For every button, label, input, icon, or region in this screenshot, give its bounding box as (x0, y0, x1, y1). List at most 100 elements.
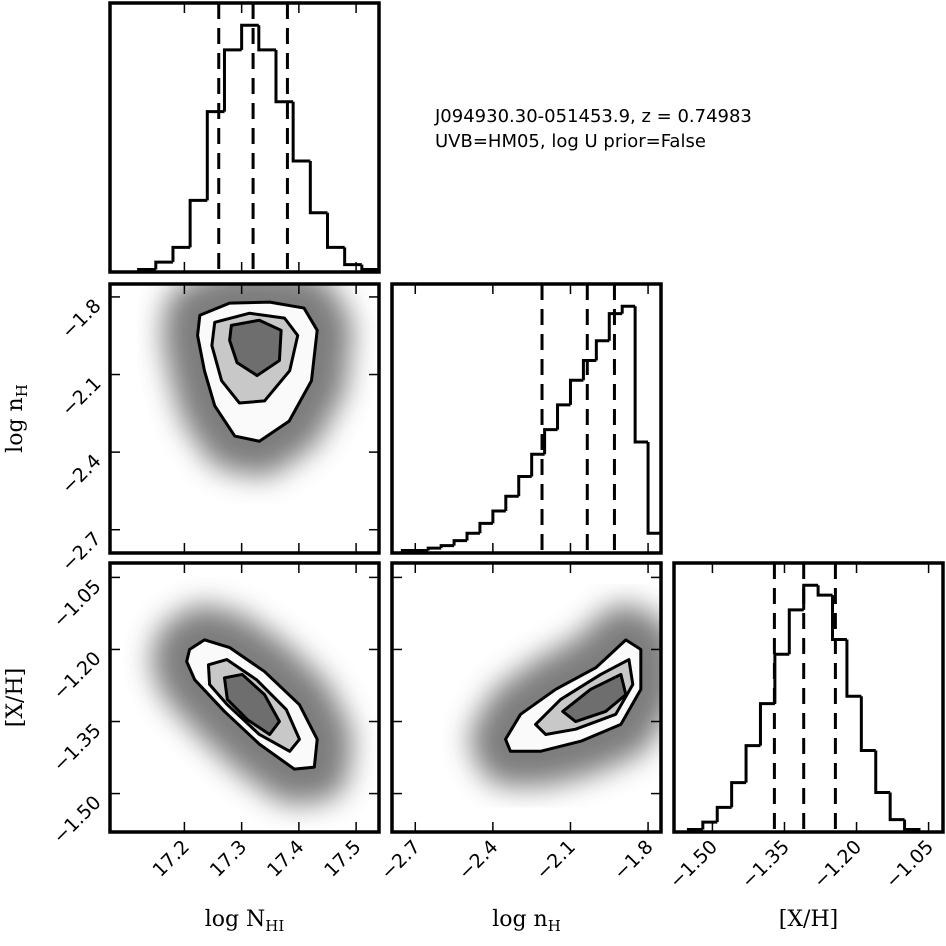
histogram-step (773, 652, 790, 704)
y-tick-label: −1.50 (49, 792, 106, 849)
panel-frame (108, 1, 381, 274)
histogram-step (465, 531, 480, 541)
histogram-step (222, 48, 242, 112)
panel: −2.7 −2.4 −2.1 −1.8 (377, 561, 663, 884)
y-tick-label: −1.35 (49, 719, 106, 776)
panel-content (470, 604, 661, 787)
histogram-step (478, 521, 493, 534)
y-axis-label: log nH (3, 384, 31, 453)
histogram-step (530, 452, 545, 477)
histogram-step (787, 608, 804, 655)
histogram-step (291, 101, 311, 163)
histogram-step (581, 359, 597, 381)
x-tick-label: −1.05 (881, 836, 938, 893)
histogram-step (874, 750, 891, 795)
x-tick-label: −1.20 (809, 836, 866, 893)
histogram-step (646, 441, 661, 553)
x-axis-label: [X/H] (779, 907, 838, 932)
histogram-step (701, 820, 718, 830)
histogram-step (620, 304, 636, 314)
panel: −2.7 −2.4 −2.1 −1.8 (57, 282, 381, 576)
histogram-step (240, 23, 259, 50)
y-tick-label: −1.8 (57, 295, 105, 343)
histogram-step (594, 339, 610, 361)
y-tick-label: −2.1 (57, 373, 105, 421)
x-axis-label: log nH (492, 907, 561, 935)
panel-frame (672, 561, 945, 834)
y-tick-label: −1.05 (49, 575, 106, 632)
histogram-step (188, 198, 208, 248)
histogram-step (802, 583, 819, 610)
histogram-step (426, 546, 442, 551)
panel (390, 282, 663, 555)
histogram-step (758, 702, 775, 746)
panel-content (137, 3, 379, 272)
panel-content (400, 284, 661, 553)
label-sub: H (548, 917, 561, 935)
panel-frame (108, 282, 381, 555)
x-tick-label: −2.4 (454, 836, 502, 884)
annotation-line: UVB=HM05, log U prior=False (435, 131, 706, 152)
y-axis-label: [X/H] (3, 668, 28, 727)
panel-content (162, 284, 353, 477)
panel-frame (108, 561, 381, 834)
histogram-step (888, 792, 905, 822)
panel: −1.50 −1.35 −1.20 −1.05 (665, 561, 945, 893)
label-main: log N (205, 907, 266, 932)
histogram-step (154, 260, 173, 270)
histogram-step (171, 245, 191, 263)
histogram-step (439, 544, 455, 549)
histogram-step (491, 509, 506, 524)
panel: 17.2 17.3 17.4 17.5 −1.50 −1.35 −1.20 −1.05 (49, 561, 381, 881)
histogram-step (744, 744, 761, 783)
label-sub: H (13, 384, 31, 397)
x-tick-label: −1.8 (609, 836, 657, 884)
histogram-step (274, 49, 294, 104)
y-tick-label: −1.20 (49, 647, 106, 704)
histogram-step (633, 306, 649, 444)
x-tick-label: −1.35 (737, 836, 794, 893)
annotation-line: J094930.30-051453.9, z = 0.74983 (434, 106, 752, 127)
y-tick-label: −2.7 (57, 528, 105, 576)
label-main: log n (492, 907, 548, 932)
histogram-step (452, 539, 468, 546)
histogram-step (257, 25, 276, 52)
histogram-step (568, 378, 584, 405)
histogram-step (831, 595, 847, 642)
contour-level (228, 318, 283, 378)
label-main: [X/H] (779, 907, 838, 932)
histogram-step (556, 403, 571, 430)
histogram-step (205, 110, 225, 201)
x-tick-label: −2.7 (377, 836, 425, 884)
panel-frame (390, 282, 663, 555)
contour-level (222, 672, 281, 736)
histogram-step (859, 696, 876, 753)
label-sub: HI (265, 917, 284, 935)
x-axis-label: log NHI (205, 907, 285, 935)
x-tick-label: 17.5 (320, 836, 365, 881)
histogram-step (517, 474, 532, 497)
histogram-step (308, 160, 328, 215)
histogram-step (543, 428, 558, 455)
x-tick-label: −1.50 (665, 836, 722, 893)
y-tick-label: −2.4 (57, 450, 105, 498)
panel (108, 1, 381, 274)
panel-content (686, 563, 921, 832)
contour-level (561, 672, 628, 724)
panel-content (151, 604, 353, 805)
histogram-step (715, 805, 732, 823)
panel-frame (390, 561, 663, 834)
histogram-step (325, 212, 345, 249)
histogram-step (343, 247, 362, 267)
histogram-step (816, 585, 833, 597)
histogram-step (845, 639, 862, 698)
label-main: [X/H] (3, 668, 28, 727)
x-tick-label: 17.4 (263, 836, 308, 881)
histogram-step (360, 264, 379, 272)
x-tick-label: 17.3 (206, 836, 251, 881)
histogram-step (903, 819, 921, 832)
label-main: log n (3, 397, 28, 453)
histogram-step (607, 312, 623, 341)
histogram-step (504, 494, 519, 512)
